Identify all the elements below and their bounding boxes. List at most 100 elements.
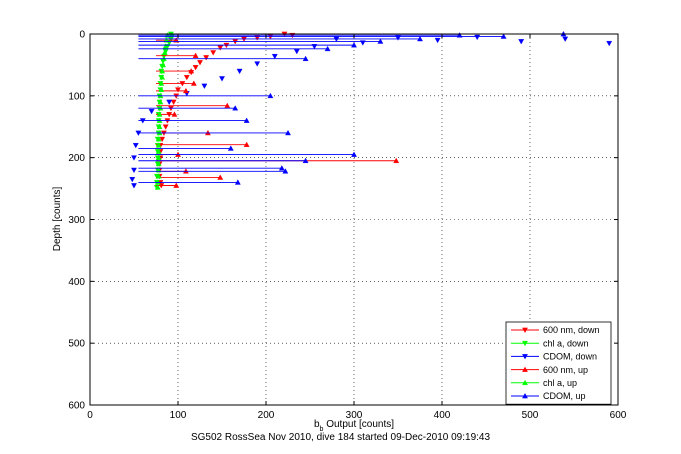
data-point	[156, 111, 163, 117]
data-point	[282, 168, 289, 174]
data-point	[236, 68, 243, 75]
y-tick-label: 100	[68, 91, 85, 102]
y-tick-label: 600	[68, 401, 85, 412]
data-point	[183, 75, 190, 81]
data-point	[227, 145, 234, 151]
data-point	[188, 68, 195, 74]
data-point	[155, 142, 162, 148]
data-point	[129, 177, 136, 183]
x-tick-label: 300	[346, 410, 363, 421]
data-point	[285, 129, 291, 136]
data-point	[162, 124, 169, 130]
data-point	[156, 123, 163, 130]
data-point	[201, 83, 208, 89]
data-point	[267, 92, 274, 99]
data-point	[155, 173, 162, 179]
data-point	[243, 117, 250, 123]
data-point	[155, 154, 162, 160]
data-point	[159, 68, 166, 74]
legend-swatch-marker	[522, 392, 528, 399]
data-point	[155, 160, 162, 167]
data-point	[500, 33, 507, 39]
x-tick-label: 100	[170, 410, 187, 421]
data-point	[173, 182, 180, 188]
series-cdom-up	[138, 30, 567, 185]
data-point	[160, 61, 166, 68]
data-point	[210, 50, 217, 56]
legend-entry-label: CDOM, down	[543, 352, 597, 362]
x-axis-ticks: 0 100 200 300 400 500 600	[87, 34, 627, 421]
data-point	[562, 36, 569, 42]
data-point	[456, 32, 463, 38]
data-point	[171, 111, 178, 117]
y-tick-label: 200	[68, 153, 85, 164]
legend-box	[505, 321, 612, 405]
data-point	[131, 167, 137, 174]
data-point	[377, 38, 384, 44]
data-point	[154, 184, 161, 190]
x-tick-label: 200	[258, 410, 275, 421]
legend-swatch-marker	[522, 340, 528, 347]
data-point	[190, 80, 197, 86]
legend: 600 nm, down chl a, down CDOM, down 600 nm,…	[505, 321, 612, 405]
y-tick-label: 300	[68, 215, 85, 226]
data-point	[351, 151, 357, 157]
data-point	[158, 80, 165, 86]
data-marks	[129, 30, 613, 191]
data-point	[131, 183, 137, 189]
y-tick-label: 500	[68, 339, 85, 350]
data-point	[148, 109, 155, 115]
legend-swatch-marker	[522, 366, 528, 372]
data-point	[157, 99, 164, 105]
data-point	[606, 40, 613, 47]
data-point	[518, 39, 525, 45]
y-tick-label: 400	[68, 277, 85, 288]
y-tick-label: 0	[79, 30, 85, 41]
data-point	[155, 136, 162, 142]
legend-entry-label: 600 nm, down	[543, 325, 600, 335]
data-point	[351, 42, 357, 48]
legend-entry-label: chl a, up	[543, 378, 577, 388]
data-point	[219, 76, 225, 82]
data-point	[243, 141, 250, 147]
data-point	[159, 74, 166, 80]
data-point	[182, 87, 189, 94]
data-point	[254, 61, 261, 67]
data-point	[278, 165, 285, 171]
data-point	[192, 52, 199, 58]
x-tick-label: 600	[610, 410, 627, 421]
data-point	[393, 157, 400, 164]
data-point	[192, 65, 199, 71]
data-point	[217, 174, 224, 180]
data-point	[302, 55, 309, 62]
data-point	[434, 37, 441, 44]
y-axis-label: Depth [counts]	[52, 187, 63, 252]
legend-swatch-marker	[522, 379, 528, 386]
data-point	[166, 99, 173, 106]
y-axis-ticks: 0 100 200 300 400 500 600	[68, 30, 618, 412]
data-point	[302, 157, 309, 164]
legend-entry-label: CDOM, up	[543, 391, 586, 401]
x-tick-label: 0	[87, 410, 93, 421]
data-point	[197, 60, 203, 66]
legend-swatch-marker	[522, 354, 528, 360]
data-point	[232, 105, 239, 111]
data-point	[161, 49, 168, 55]
legend-entry-label: chl a, down	[543, 338, 589, 348]
x-axis-label: bb Output [counts]	[314, 419, 394, 433]
data-point	[158, 86, 165, 92]
x-tick-label: 400	[434, 410, 451, 421]
legend-entry-label: 600 nm, up	[543, 365, 588, 375]
data-point	[324, 45, 331, 52]
data-point	[170, 99, 177, 106]
data-point	[155, 148, 162, 154]
data-point	[159, 136, 166, 143]
data-point	[271, 53, 278, 60]
data-point	[203, 55, 210, 61]
data-point	[132, 143, 139, 149]
x-tick-label: 500	[522, 410, 539, 421]
data-point	[417, 35, 423, 42]
legend-swatch-marker	[522, 327, 528, 334]
